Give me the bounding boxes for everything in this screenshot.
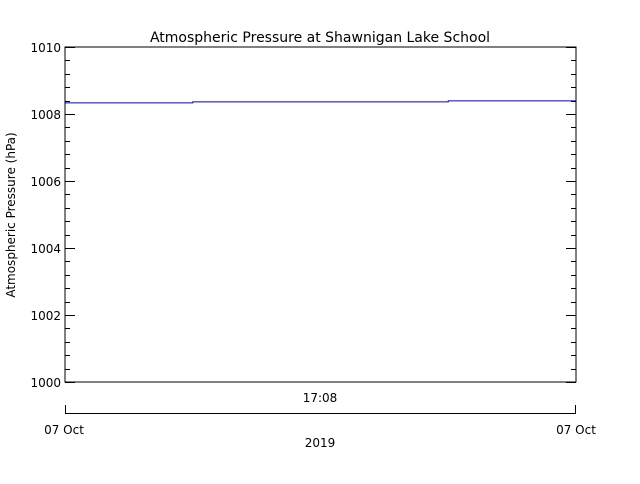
- y-axis-label: Atmospheric Pressure (hPa): [4, 132, 18, 297]
- x-axis-center-time-label: 17:08: [303, 391, 338, 405]
- x-axis-start-date-label: 07 Oct: [44, 423, 84, 437]
- y-tick-label: 1006: [30, 175, 61, 189]
- x-axis-end-date-label: 07 Oct: [556, 423, 596, 437]
- pressure-line: [65, 100, 576, 104]
- x-axis-year-label: 2019: [305, 436, 336, 450]
- y-tick-label: 1004: [30, 242, 61, 256]
- y-tick-label: 1000: [30, 376, 61, 390]
- y-tick-label: 1010: [30, 41, 61, 55]
- chart-title: Atmospheric Pressure at Shawnigan Lake S…: [150, 30, 490, 46]
- y-tick-label: 1008: [30, 108, 61, 122]
- y-tick-label: 1002: [30, 309, 61, 323]
- x-axis-date-bracket: [65, 405, 576, 414]
- y-axis-tick-labels: 1000 1002 1004 1006 1008 1010: [30, 41, 61, 390]
- y-axis-ticks: [65, 47, 576, 383]
- plot-area: [64, 46, 577, 383]
